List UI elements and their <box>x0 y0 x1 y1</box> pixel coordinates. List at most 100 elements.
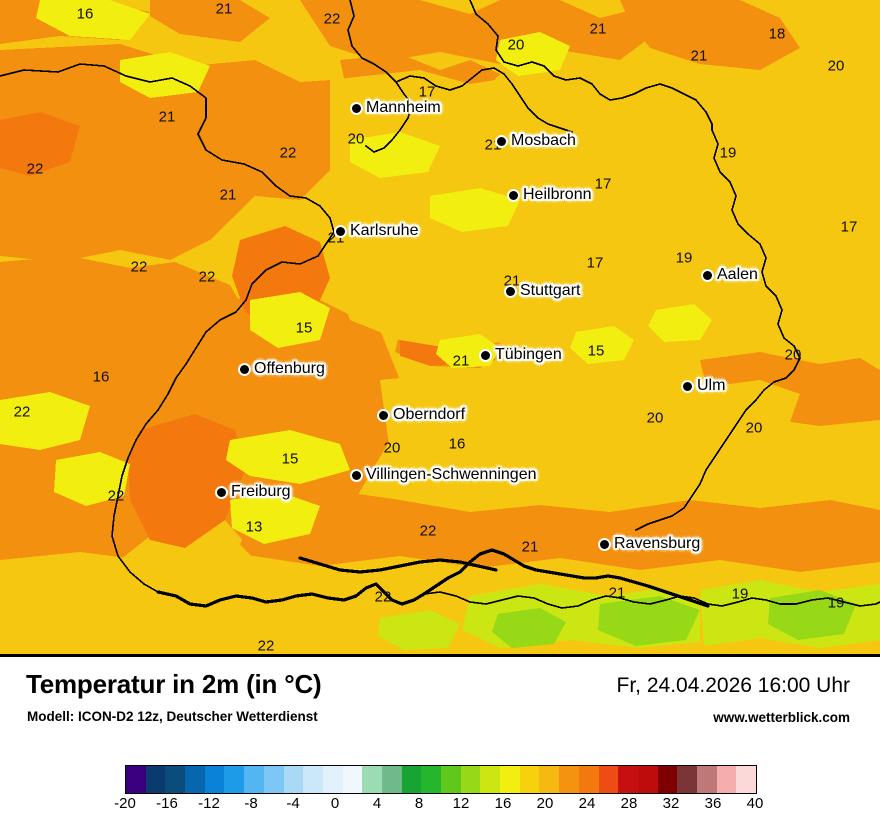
city-label: Stuttgart <box>520 282 581 299</box>
temperature-value-label: 13 <box>245 518 263 536</box>
temperature-value-label: 21 <box>503 272 521 290</box>
city-marker-ravensburg[interactable]: Ravensburg <box>600 535 700 553</box>
city-marker-t-bingen[interactable]: Tübingen <box>481 346 562 364</box>
temperature-value-label: 17 <box>586 254 604 272</box>
colorbar-swatch <box>145 766 166 793</box>
colorbar-tick: -20 <box>114 795 136 812</box>
colorbar-tick: 16 <box>494 795 512 812</box>
city-label: Mosbach <box>511 132 576 149</box>
city-dot-icon <box>497 136 506 146</box>
temperature-value-label: 20 <box>646 409 664 427</box>
colorbar-tick-labels: -20 -16 -12 -8 -4 0 4 8 12 16 20 24 28 32 36 40 <box>110 795 770 819</box>
temperature-value-label: 20 <box>745 419 763 437</box>
colorbar-swatch <box>322 766 343 793</box>
colorbar-swatch <box>441 766 461 793</box>
map-footer: Temperatur in 2m (in °C) Modell: ICON-D2… <box>0 657 880 830</box>
temperature-value-label: 20 <box>507 36 525 54</box>
temperature-value-label: 18 <box>768 25 786 43</box>
temperature-value-label: 16 <box>76 5 94 23</box>
city-dot-icon <box>379 410 388 420</box>
colorbar-swatch <box>618 766 638 793</box>
city-label: Ravensburg <box>614 535 701 552</box>
colorbar-tick: 40 <box>746 795 764 812</box>
city-label: Tübingen <box>495 346 562 363</box>
city-marker-offenburg[interactable]: Offenburg <box>240 360 325 378</box>
temperature-value-label: 22 <box>323 10 341 28</box>
temperature-value-label: 17 <box>418 83 436 101</box>
colorbar-swatch <box>460 766 481 793</box>
temperature-value-label: 21 <box>158 108 176 126</box>
city-dot-icon <box>481 350 490 360</box>
temperature-value-label: 21 <box>521 538 539 556</box>
colorbar-tick: 36 <box>704 795 722 812</box>
temperature-value-label: 21 <box>608 584 626 602</box>
temperature-value-label: 17 <box>594 175 612 193</box>
colorbar-swatch <box>244 766 264 793</box>
colorbar-swatch <box>126 766 146 793</box>
colorbar-swatch <box>677 766 697 793</box>
city-marker-mannheim[interactable]: Mannheim <box>352 99 441 117</box>
city-dot-icon <box>600 539 609 549</box>
city-dot-icon <box>217 487 226 497</box>
city-marker-mosbach[interactable]: Mosbach <box>497 132 576 150</box>
temperature-value-label: 17 <box>840 218 858 236</box>
temperature-value-label: 20 <box>784 346 802 364</box>
temperature-value-label: 22 <box>257 637 275 655</box>
city-dot-icon <box>506 286 515 296</box>
temperature-value-label: 15 <box>281 450 299 468</box>
colorbar-tick: -16 <box>156 795 178 812</box>
city-marker-aalen[interactable]: Aalen <box>703 266 758 284</box>
temperature-value-label: 19 <box>731 585 749 603</box>
colorbar-swatch <box>283 766 304 793</box>
city-marker-ulm[interactable]: Ulm <box>683 377 725 395</box>
colorbar-swatch <box>263 766 284 793</box>
city-marker-stuttgart[interactable]: Stuttgart <box>506 282 580 300</box>
city-marker-villingen-schwenningen[interactable]: Villingen-Schwenningen <box>352 466 537 484</box>
page-title: Temperatur in 2m (in °C) <box>26 669 322 699</box>
temperature-value-label: 16 <box>448 435 466 453</box>
temperature-value-label: 22 <box>26 160 44 178</box>
colorbar-swatch <box>637 766 658 793</box>
colorbar-swatch <box>519 766 540 793</box>
city-label: Ulm <box>697 377 726 394</box>
city-label: Karlsruhe <box>350 222 419 239</box>
temperature-value-label: 19 <box>675 249 693 267</box>
colorbar-swatch <box>224 766 245 793</box>
colorbar-swatch <box>598 766 619 793</box>
colorbar-tick: 0 <box>330 795 340 812</box>
colorbar-swatch <box>716 766 737 793</box>
city-label: Mannheim <box>366 99 441 116</box>
city-dot-icon <box>352 470 361 480</box>
temperature-value-label: 22 <box>279 144 297 162</box>
city-marker-freiburg[interactable]: Freiburg <box>217 483 291 501</box>
colorbar-swatch <box>578 766 599 793</box>
colorbar-tick: 20 <box>536 795 554 812</box>
temperature-value-label: 20 <box>383 439 401 457</box>
colorbar-swatch <box>559 766 579 793</box>
city-dot-icon <box>703 270 712 280</box>
colorbar-swatch <box>362 766 382 793</box>
city-label: Aalen <box>717 266 758 283</box>
colorbar-tick: -4 <box>286 795 300 812</box>
city-label: Villingen-Schwenningen <box>366 466 537 483</box>
colorbar-tick: 4 <box>372 795 382 812</box>
valid-timestamp: Fr, 24.04.2026 16:00 Uhr <box>616 674 851 697</box>
city-label: Oberndorf <box>393 406 466 423</box>
colorbar-swatch <box>381 766 402 793</box>
temperature-value-label: 22 <box>13 403 31 421</box>
temperature-value-label: 20 <box>347 130 365 148</box>
colorbar-swatch <box>204 766 225 793</box>
colorbar-swatch <box>480 766 501 793</box>
city-marker-heilbronn[interactable]: Heilbronn <box>509 186 591 204</box>
temperature-value-label: 21 <box>219 186 237 204</box>
colorbar-swatch <box>696 766 717 793</box>
colorbar-swatch <box>736 766 756 793</box>
temperature-value-label: 15 <box>295 319 313 337</box>
city-marker-karlsruhe[interactable]: Karlsruhe <box>336 222 418 240</box>
city-marker-oberndorf[interactable]: Oberndorf <box>379 406 465 424</box>
temperature-map[interactable]: 16 21 22 20 21 21 18 20 21 17 20 22 22 21 19 17 21 17 21 22… <box>0 0 880 657</box>
colorbar-tick: -12 <box>198 795 220 812</box>
temperature-value-label: 16 <box>92 368 110 386</box>
city-dot-icon <box>683 381 692 391</box>
